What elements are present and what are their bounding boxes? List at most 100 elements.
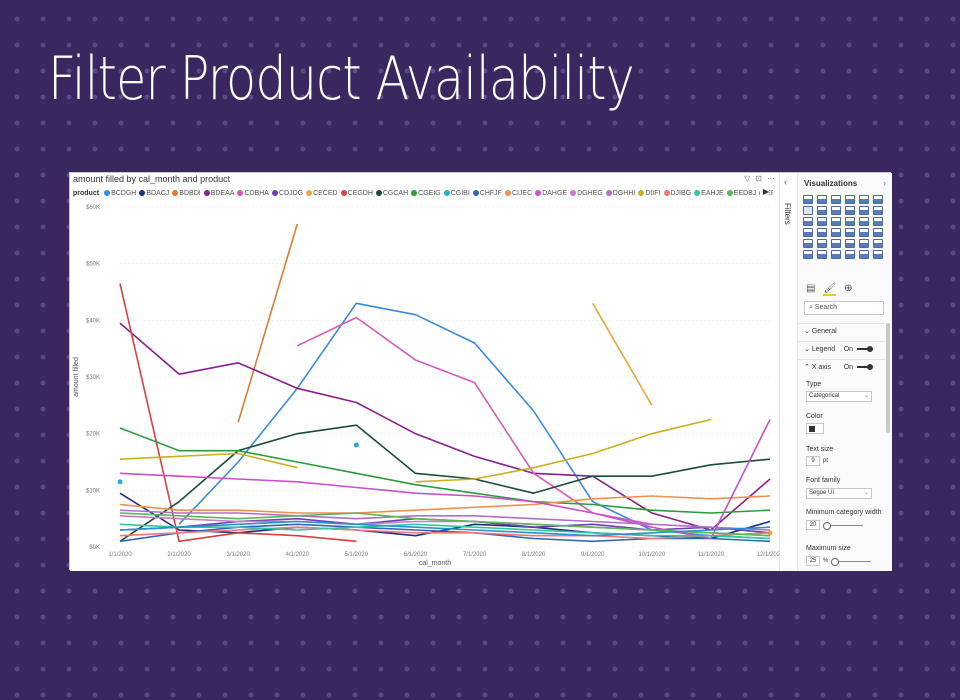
visual-type-icon[interactable] [873, 250, 883, 259]
legend-item[interactable]: CHFJF [472, 190, 502, 197]
visual-type-icon[interactable] [803, 250, 813, 259]
xaxis-toggle[interactable]: On [843, 360, 873, 375]
visual-type-icon[interactable] [873, 206, 883, 215]
line-chart: $0K $10K $20K $30K $40K $50K $60K 1/1/2020 2/1/2… [73, 205, 779, 567]
legend-item[interactable]: DGHEG [570, 190, 603, 197]
chevron-left-icon[interactable]: ‹ [784, 177, 787, 187]
legend-label: CECED [313, 189, 338, 197]
visual-type-icon[interactable] [803, 239, 813, 248]
text-size-input[interactable]: 9 [806, 456, 820, 466]
visual-type-icon[interactable] [845, 206, 855, 215]
chevron-right-icon[interactable]: › [883, 178, 886, 188]
visual-type-icon[interactable] [817, 239, 827, 248]
visual-type-icon[interactable] [845, 239, 855, 248]
legend-item[interactable]: BCDGH [104, 190, 136, 197]
series-line [415, 418, 712, 483]
visual-type-icon[interactable] [859, 217, 869, 226]
format-tab-icon[interactable]: 🖌 [823, 283, 837, 296]
legend-item[interactable]: CECED [306, 190, 338, 197]
legend-item[interactable]: CDBHA [237, 190, 269, 197]
visual-type-icon[interactable] [873, 217, 883, 226]
series-line [119, 509, 771, 531]
legend-item[interactable]: CGIBI [443, 190, 470, 197]
filter-icon[interactable]: ▽ [744, 174, 751, 183]
y-tick-label: $40K [86, 318, 100, 324]
visual-type-icon[interactable] [859, 228, 869, 237]
legend-item[interactable]: BDEAA [203, 190, 234, 197]
visual-type-icon[interactable] [845, 195, 855, 204]
visual-type-icon[interactable] [817, 228, 827, 237]
legend-item[interactable]: CEGDH [340, 190, 373, 197]
legend-toggle[interactable]: On [844, 342, 873, 357]
visual-type-icon[interactable] [859, 250, 869, 259]
color-picker[interactable] [806, 423, 824, 434]
legend-item[interactable]: DGHHI [605, 190, 635, 197]
general-section[interactable]: ⌄ General [798, 323, 885, 339]
visual-type-icon[interactable] [817, 195, 827, 204]
visual-type-icon[interactable] [803, 228, 813, 237]
legend-item[interactable]: BDBDI [172, 190, 201, 197]
max-size-input[interactable]: 25 [806, 556, 820, 566]
legend-item[interactable]: EEDBJ [726, 190, 756, 197]
legend-swatch [663, 190, 670, 196]
analytics-tab-icon[interactable]: ⊕ [844, 283, 853, 294]
legend-item[interactable]: DAHGE [535, 190, 567, 197]
legend-swatch [694, 190, 701, 196]
visual-type-icon[interactable] [845, 228, 855, 237]
visual-type-icon[interactable] [845, 250, 855, 259]
legend-section[interactable]: ⌄ Legend On [798, 341, 885, 357]
filters-pane-collapsed[interactable]: ‹ Filters [779, 173, 797, 571]
focus-mode-icon[interactable]: ⊡ [755, 174, 762, 183]
visual-type-icon[interactable] [845, 217, 855, 226]
legend-swatch [172, 190, 179, 196]
visual-type-icon[interactable] [831, 239, 841, 248]
visual-type-icon[interactable] [873, 195, 883, 204]
visual-type-icon[interactable] [803, 206, 813, 215]
legend-item[interactable]: DIIFI [638, 190, 661, 197]
legend-item[interactable]: CGEIG [411, 190, 441, 197]
legend-label: Legend [811, 346, 836, 353]
legend-item[interactable]: CDJDG [271, 190, 303, 197]
visual-type-icon[interactable] [859, 206, 869, 215]
legend-swatch [726, 190, 733, 196]
max-size-slider[interactable] [831, 557, 872, 566]
visual-type-icon[interactable] [817, 206, 827, 215]
series-line [119, 512, 771, 537]
legend-item[interactable]: BDACJ [139, 190, 169, 197]
legend-label: DAHGE [542, 189, 568, 197]
legend-item[interactable]: DJIBG [663, 190, 691, 197]
legend-swatch [605, 190, 612, 196]
visual-type-icon[interactable] [831, 195, 841, 204]
max-size-unit: % [823, 558, 829, 564]
format-search-input[interactable]: ⌕ Search [804, 301, 884, 315]
legend-item[interactable]: EAHJE [694, 190, 724, 197]
y-axis-label: amount filled [73, 357, 80, 397]
more-options-icon[interactable]: ⋯ [767, 174, 775, 183]
visual-type-icon[interactable] [803, 195, 813, 204]
visual-type-icon[interactable] [859, 195, 869, 204]
visual-type-icon[interactable] [873, 228, 883, 237]
visual-type-icon[interactable] [831, 206, 841, 215]
type-select[interactable]: Categorical ⌄ [806, 391, 872, 402]
min-category-width-slider[interactable] [823, 521, 863, 530]
chevron-down-icon: ⌄ [863, 490, 869, 496]
legend-item[interactable]: CIJEC [504, 190, 532, 197]
visual-type-icon[interactable] [831, 217, 841, 226]
pane-scrollbar[interactable] [886, 323, 890, 433]
visual-type-icon[interactable] [831, 250, 841, 259]
xaxis-toggle-state: On [843, 364, 854, 371]
visual-type-icon[interactable] [803, 217, 813, 226]
legend-item[interactable]: CGCAH [375, 190, 408, 197]
legend-next-icon[interactable]: ▶ [759, 187, 769, 196]
visual-type-icon[interactable] [817, 217, 827, 226]
visual-type-icon[interactable] [859, 239, 869, 248]
font-family-select[interactable]: Segoe UI ⌄ [806, 488, 872, 499]
visual-type-icon[interactable] [873, 239, 883, 248]
visual-type-icon[interactable] [831, 228, 841, 237]
min-category-width-input[interactable]: 20 [806, 520, 820, 530]
visual-type-icon[interactable] [817, 250, 827, 259]
text-size-unit: pt [823, 458, 829, 464]
report-canvas: amount filled by cal_month and product ▽… [70, 173, 779, 571]
fields-tab-icon[interactable]: ▤ [806, 283, 816, 294]
xaxis-section[interactable]: ⌃ X axis On [798, 359, 885, 375]
